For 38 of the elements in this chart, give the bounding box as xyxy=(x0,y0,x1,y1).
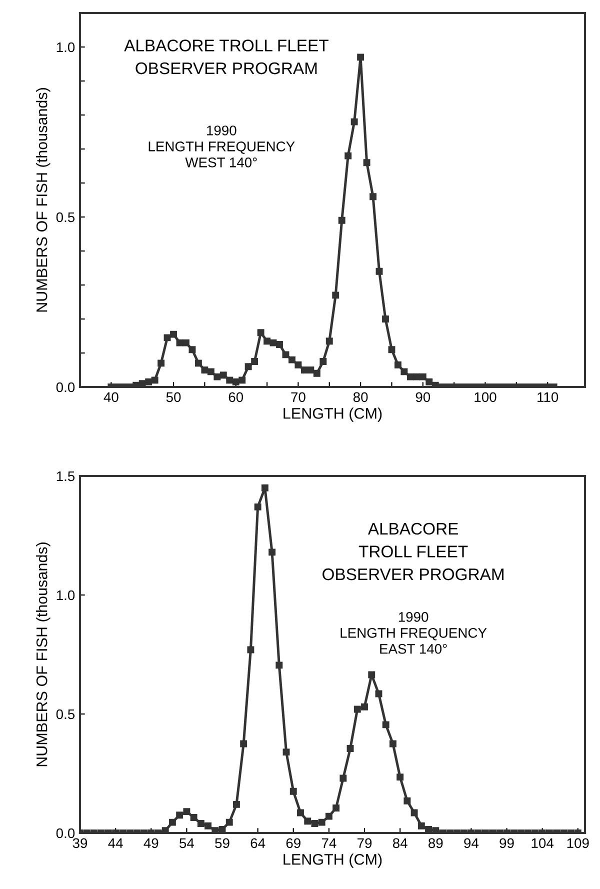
x-tick-label: 40 xyxy=(104,392,118,402)
y-tick-label: 0.0 xyxy=(56,828,75,838)
x-tick-label: 70 xyxy=(291,392,306,402)
annotation: ALBACORE TROLL FLEET OBSERVER PROGRAM xyxy=(322,522,504,580)
x-tick-label: 50 xyxy=(166,392,181,402)
x-tick-label: 44 xyxy=(108,838,123,848)
x-tick-label: 60 xyxy=(228,392,244,402)
x-tick-label: 49 xyxy=(144,838,158,848)
annotation: ALBACORE TROLL FLEET OBSERVER PROGRAM xyxy=(124,40,328,74)
x-axis-title: LENGTH (CM) xyxy=(284,854,382,868)
x-tick-label: 80 xyxy=(353,392,368,402)
y-tick-label: 1.0 xyxy=(56,42,75,52)
x-tick-label: 79 xyxy=(357,838,372,848)
x-tick-label: 99 xyxy=(500,838,514,848)
x-axis-title: LENGTH (CM) xyxy=(284,408,382,422)
y-tick-label: 0.0 xyxy=(56,382,75,392)
y-tick-label: 1.5 xyxy=(56,471,75,482)
y-axis-title: NUMBERS OF FISH (thousands) xyxy=(36,542,50,766)
x-tick-label: 100 xyxy=(474,392,496,402)
x-tick-label: 39 xyxy=(72,838,88,848)
x-tick-label: 104 xyxy=(532,838,554,848)
x-tick-label: 94 xyxy=(464,838,479,848)
annotation: 1990 LENGTH FREQUENCY EAST 140° xyxy=(340,612,487,654)
y-axis-title: NUMBERS OF FISH (thousands) xyxy=(36,88,50,312)
x-tick-label: 90 xyxy=(416,392,430,402)
y-tick-label: 1.0 xyxy=(56,590,75,600)
x-tick-label: 110 xyxy=(538,392,558,402)
x-tick-label: 69 xyxy=(286,838,300,848)
x-tick-label: 109 xyxy=(567,838,589,848)
x-tick-label: 84 xyxy=(392,838,408,848)
annotation: 1990 LENGTH FREQUENCY WEST 140° xyxy=(148,126,295,168)
y-tick-label: 0.5 xyxy=(56,709,75,720)
x-tick-label: 74 xyxy=(322,838,336,848)
y-tick-label: 0.5 xyxy=(56,212,75,222)
x-tick-label: 59 xyxy=(215,838,230,848)
x-tick-label: 54 xyxy=(180,838,194,848)
x-tick-label: 89 xyxy=(428,838,443,848)
x-tick-label: 64 xyxy=(250,838,266,848)
